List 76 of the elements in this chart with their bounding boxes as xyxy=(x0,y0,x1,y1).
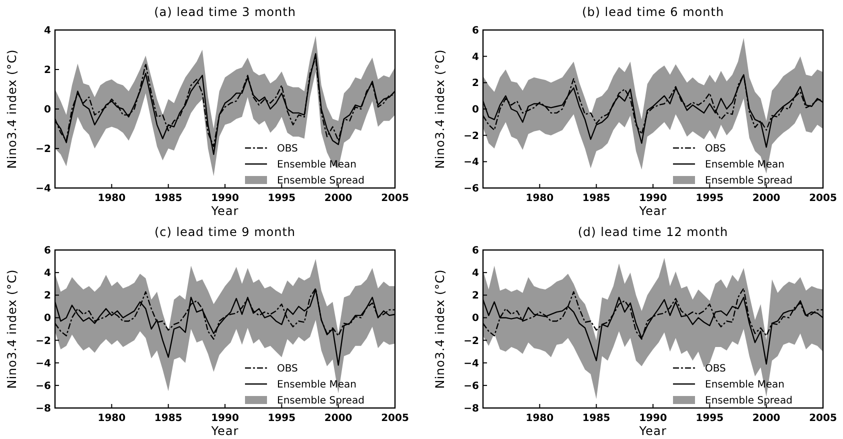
x-tick-label: 2000 xyxy=(752,413,780,424)
y-tick-label: 2 xyxy=(472,290,480,302)
y-tick-label: −2 xyxy=(464,130,480,142)
x-tick-label: 1990 xyxy=(211,193,239,204)
x-tick-label: 2005 xyxy=(809,413,837,424)
x-tick-label: 1990 xyxy=(639,413,667,424)
x-tick-label: 1990 xyxy=(639,193,667,204)
y-tick-label: −8 xyxy=(464,404,480,414)
x-tick-label: 1985 xyxy=(154,413,182,424)
annotation: Ensemble Spread xyxy=(705,176,792,186)
y-axis-title: Nino3.4 index (°C) xyxy=(433,269,447,389)
chart-title: (c) lead time 9 month xyxy=(154,225,296,239)
chart-title: (b) lead time 6 month xyxy=(582,5,724,19)
legend-label: OBS xyxy=(705,144,726,154)
x-tick-label: 1985 xyxy=(582,193,610,204)
y-tick-label: −6 xyxy=(36,380,52,392)
legend-label: Ensemble Mean xyxy=(277,380,356,390)
y-tick-label: 4 xyxy=(472,52,480,63)
x-tick-label: 1980 xyxy=(526,413,554,424)
y-tick-label: 6 xyxy=(472,246,480,256)
legend-label: Ensemble Mean xyxy=(705,160,784,170)
chart-title: (d) lead time 12 month xyxy=(578,225,728,239)
x-axis-title: Year xyxy=(210,204,239,218)
legend-label: Ensemble Mean xyxy=(277,160,356,170)
x-tick-label: 1985 xyxy=(582,413,610,424)
chart-title: (a) lead time 3 month xyxy=(154,5,296,19)
x-tick-label: 1985 xyxy=(154,193,182,204)
y-tick-label: −4 xyxy=(36,358,52,370)
y-tick-label: 0 xyxy=(472,104,480,116)
y-tick-label: 4 xyxy=(472,268,480,280)
y-tick-label: −4 xyxy=(464,358,480,370)
y-tick-label: −2 xyxy=(36,336,52,347)
legend-label: OBS xyxy=(277,364,298,374)
x-axis-title: Year xyxy=(638,204,667,218)
y-tick-label: 4 xyxy=(44,268,52,280)
x-tick-label: 2000 xyxy=(752,193,780,204)
x-tick-label: 2000 xyxy=(324,413,352,424)
x-tick-label: 2005 xyxy=(381,413,409,424)
y-axis-title: Nino3.4 index (°C) xyxy=(5,269,19,389)
y-axis-title: Nino3.4 index (°C) xyxy=(5,49,19,169)
x-tick-label: 2005 xyxy=(809,193,837,204)
annotation: Ensemble Spread xyxy=(277,396,364,406)
x-axis-title: Year xyxy=(210,424,239,438)
x-axis-title: Year xyxy=(638,424,667,438)
y-tick-label: 6 xyxy=(44,246,52,256)
legend-label: Ensemble Mean xyxy=(705,380,784,390)
y-tick-label: −6 xyxy=(464,380,480,392)
x-tick-label: 1995 xyxy=(268,193,296,204)
y-tick-label: −4 xyxy=(464,157,480,168)
y-tick-label: −2 xyxy=(36,144,52,155)
y-tick-label: −8 xyxy=(36,404,52,414)
x-tick-label: 1980 xyxy=(98,413,126,424)
annotation: Ensemble Spread xyxy=(705,396,792,406)
x-tick-label: 1980 xyxy=(526,193,554,204)
y-tick-label: 0 xyxy=(44,104,52,116)
annotation: Ensemble Spread xyxy=(277,176,364,186)
y-tick-label: 2 xyxy=(44,290,52,302)
y-tick-label: −4 xyxy=(36,184,52,194)
x-tick-label: 1995 xyxy=(696,193,724,204)
y-tick-label: 0 xyxy=(44,313,52,324)
y-tick-label: −2 xyxy=(464,336,480,347)
legend-label: OBS xyxy=(277,144,298,154)
y-tick-label: 6 xyxy=(472,26,480,36)
x-tick-label: 1980 xyxy=(98,193,126,204)
x-tick-label: 2005 xyxy=(381,193,409,204)
x-tick-label: 1990 xyxy=(211,413,239,424)
x-tick-label: 2000 xyxy=(324,193,352,204)
y-tick-label: 4 xyxy=(44,26,52,36)
y-axis-title: Nino3.4 index (°C) xyxy=(433,49,447,169)
x-tick-label: 1995 xyxy=(268,413,296,424)
y-tick-label: −6 xyxy=(464,184,480,194)
legend-label: OBS xyxy=(705,364,726,374)
y-tick-label: 2 xyxy=(472,78,480,90)
y-tick-label: 0 xyxy=(472,313,480,324)
x-tick-label: 1995 xyxy=(696,413,724,424)
y-tick-label: 2 xyxy=(44,65,52,76)
